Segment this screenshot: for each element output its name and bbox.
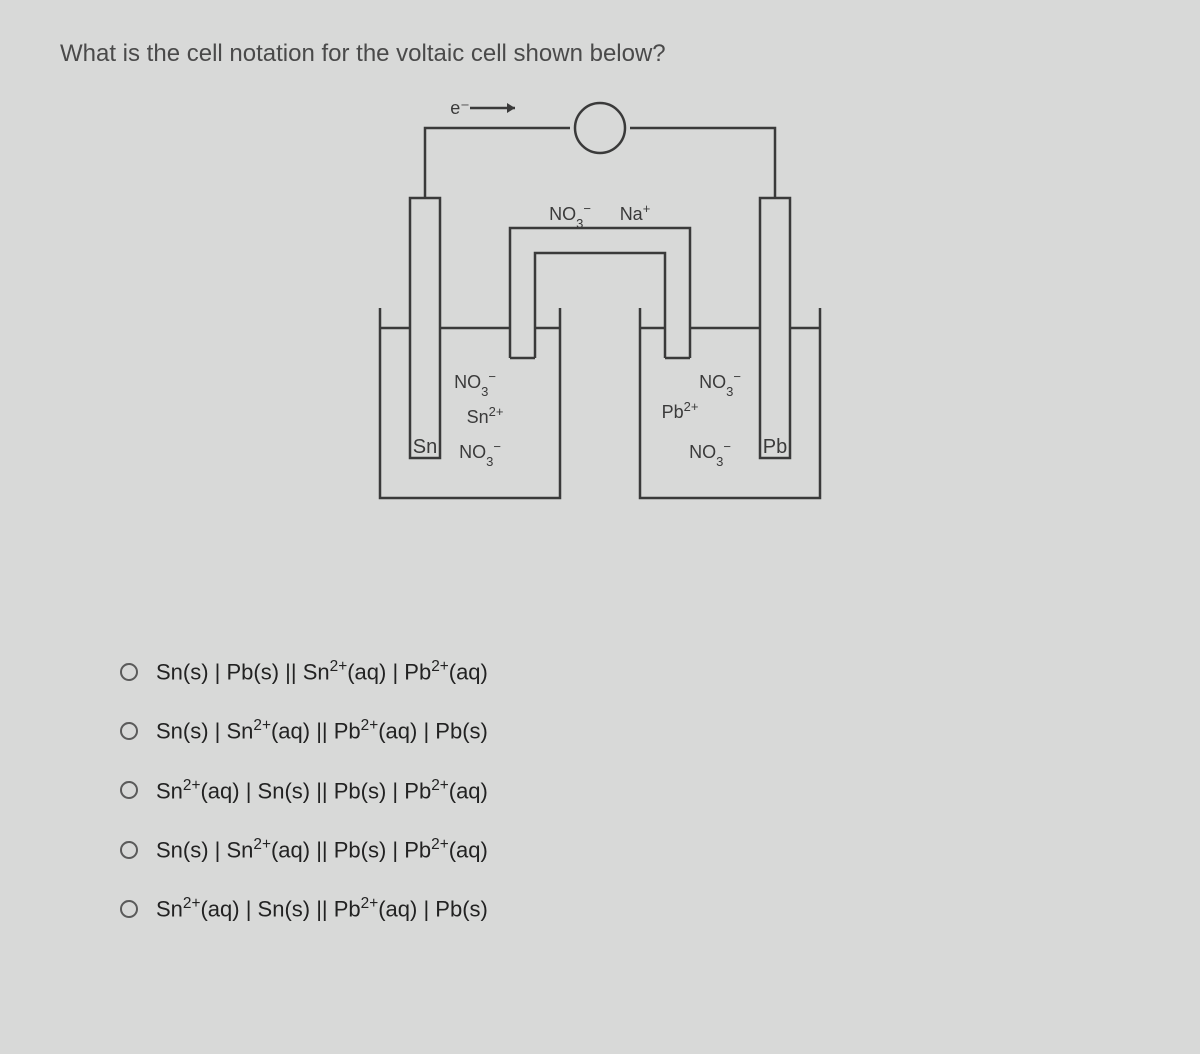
diagram-container: e⁻ NO3− Na+ Sn Pb NO3− Sn2+ NO3− NO3− Pb… <box>60 98 1140 538</box>
option-5[interactable]: Sn2+(aq) | Sn(s) || Pb2+(aq) | Pb(s) <box>120 895 1140 922</box>
option-2[interactable]: Sn(s) | Sn2+(aq) || Pb2+(aq) | Pb(s) <box>120 717 1140 744</box>
left-sol-1: NO3− <box>454 369 496 399</box>
question-text: What is the cell notation for the voltai… <box>60 40 1140 68</box>
bridge-right-label: Na+ <box>620 201 651 225</box>
radio-icon[interactable] <box>120 663 138 681</box>
option-label: Sn(s) | Pb(s) || Sn2+(aq) | Pb2+(aq) <box>156 658 488 685</box>
option-4[interactable]: Sn(s) | Sn2+(aq) || Pb(s) | Pb2+(aq) <box>120 836 1140 863</box>
radio-icon[interactable] <box>120 900 138 918</box>
radio-icon[interactable] <box>120 781 138 799</box>
electron-label: e⁻ <box>450 98 470 118</box>
option-label: Sn(s) | Sn2+(aq) || Pb2+(aq) | Pb(s) <box>156 717 488 744</box>
bridge-left-label: NO3− <box>549 201 591 231</box>
option-label: Sn(s) | Sn2+(aq) || Pb(s) | Pb2+(aq) <box>156 836 488 863</box>
radio-icon[interactable] <box>120 722 138 740</box>
right-electrode-label: Pb <box>763 436 787 458</box>
left-sol-2: Sn2+ <box>467 404 504 428</box>
option-label: Sn2+(aq) | Sn(s) || Pb(s) | Pb2+(aq) <box>156 777 488 804</box>
right-sol-2: Pb2+ <box>662 399 699 423</box>
option-label: Sn2+(aq) | Sn(s) || Pb2+(aq) | Pb(s) <box>156 895 488 922</box>
left-electrode-label: Sn <box>413 436 437 458</box>
radio-icon[interactable] <box>120 841 138 859</box>
right-sol-3: NO3− <box>689 439 731 469</box>
option-3[interactable]: Sn2+(aq) | Sn(s) || Pb(s) | Pb2+(aq) <box>120 777 1140 804</box>
right-sol-1: NO3− <box>699 369 741 399</box>
options-list: Sn(s) | Pb(s) || Sn2+(aq) | Pb2+(aq) Sn(… <box>120 658 1140 923</box>
voltaic-cell-diagram: e⁻ NO3− Na+ Sn Pb NO3− Sn2+ NO3− NO3− Pb… <box>360 98 840 538</box>
left-sol-3: NO3− <box>459 439 501 469</box>
option-1[interactable]: Sn(s) | Pb(s) || Sn2+(aq) | Pb2+(aq) <box>120 658 1140 685</box>
